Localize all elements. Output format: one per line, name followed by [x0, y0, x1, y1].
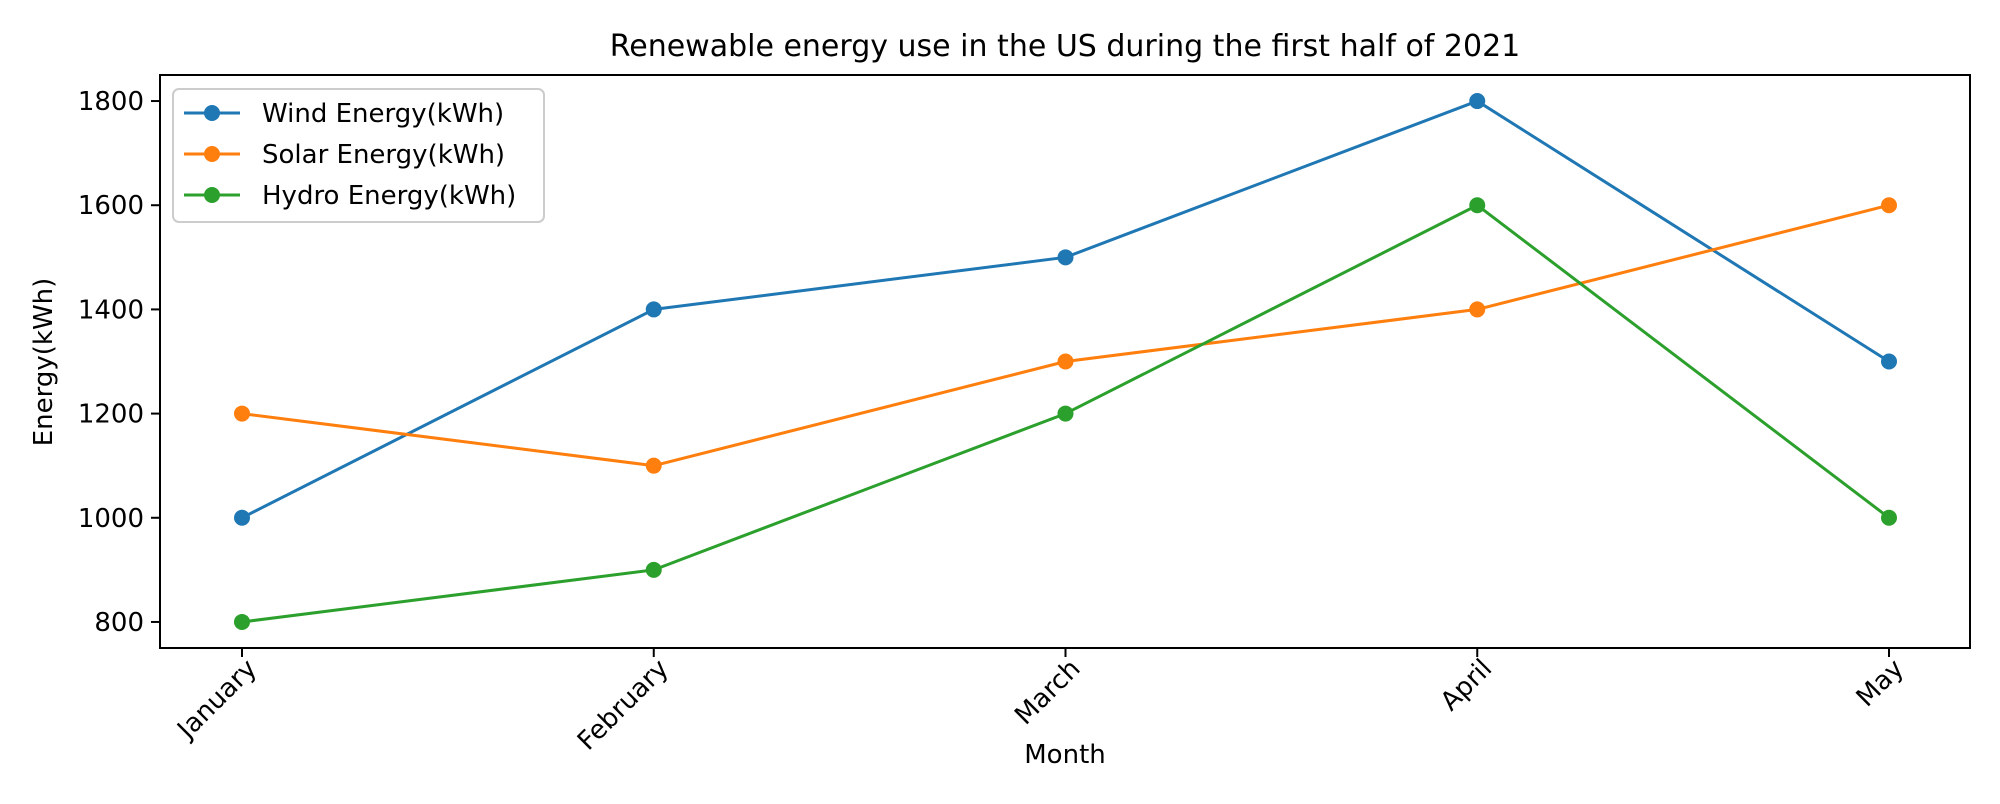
data-point	[645, 561, 662, 578]
data-point	[1057, 405, 1074, 422]
y-tick-label: 1800	[78, 87, 144, 117]
data-point	[234, 613, 250, 630]
y-tick-label: 1400	[78, 295, 144, 325]
legend-label: Solar Energy(kWh)	[262, 140, 505, 170]
y-tick-label: 1600	[78, 191, 144, 221]
series-0	[234, 93, 1897, 526]
chart-title: Renewable energy use in the US during th…	[610, 29, 1521, 64]
series-layer	[234, 93, 1897, 630]
data-point	[1469, 93, 1486, 110]
legend: Wind Energy(kWh) Solar Energy(kWh) Hydro E…	[172, 88, 545, 223]
y-tick-label: 800	[94, 608, 144, 638]
data-point	[1057, 353, 1074, 370]
x-tick-label: April	[1435, 654, 1498, 717]
legend-label: Wind Energy(kWh)	[262, 99, 504, 129]
data-point	[234, 509, 250, 526]
x-tick-label: May	[1851, 654, 1910, 713]
legend-box	[172, 88, 545, 223]
y-tick-label: 1200	[78, 400, 144, 430]
data-point	[1881, 509, 1897, 526]
x-tick-label: February	[572, 654, 675, 757]
data-point	[1469, 197, 1486, 214]
series-1	[234, 197, 1897, 474]
legend-marker	[204, 187, 220, 203]
legend-marker	[204, 105, 220, 121]
y-tick-label: 1000	[78, 504, 144, 534]
legend-marker	[204, 146, 220, 162]
y-axis-label: Energy(kWh)	[29, 278, 59, 447]
x-tick-label: January	[171, 654, 263, 746]
series-line	[241, 203, 1890, 468]
series-2	[234, 197, 1897, 630]
x-axis-label: Month	[1024, 740, 1106, 770]
data-point	[645, 301, 662, 318]
data-point	[1057, 249, 1074, 266]
data-point	[1881, 353, 1897, 370]
y-axis: 800 1000 1200 1400 1600 1800	[78, 87, 160, 638]
data-point	[645, 457, 662, 474]
data-point	[1469, 301, 1486, 318]
data-point	[1881, 197, 1897, 214]
x-tick-label: March	[1009, 654, 1086, 731]
legend-label: Hydro Energy(kWh)	[262, 181, 516, 211]
data-point	[234, 405, 250, 422]
